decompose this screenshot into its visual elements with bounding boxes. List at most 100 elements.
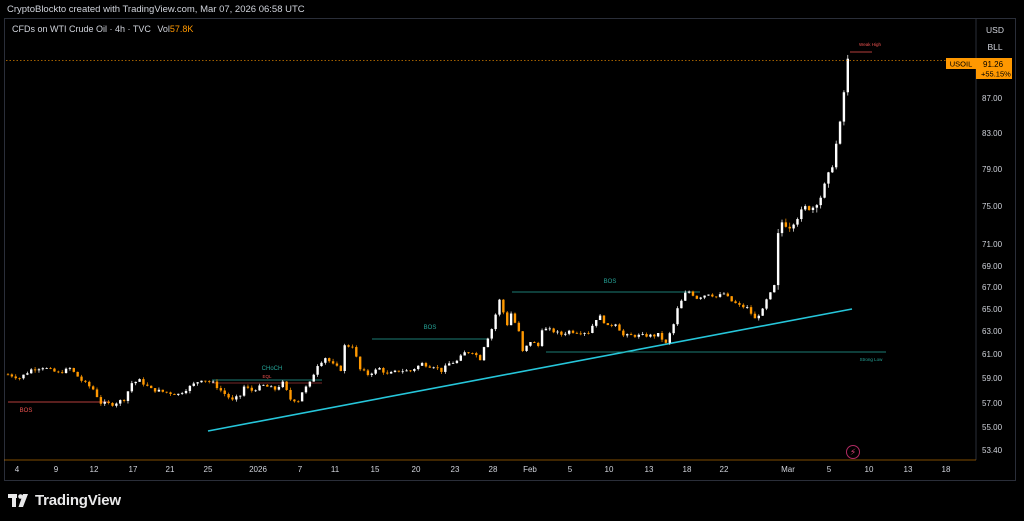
candle-up	[668, 333, 671, 343]
candle-up	[614, 324, 617, 326]
candle-up	[703, 295, 706, 298]
price-chart[interactable]: BOS CHoCH EQL BOS BOS Strong Low Weak High 87.0…	[0, 0, 1024, 481]
candle-up	[838, 121, 842, 144]
candle-down	[57, 371, 60, 373]
candle-up	[459, 355, 462, 361]
candle-up	[269, 386, 273, 388]
candle-up	[281, 381, 284, 388]
candle-down	[660, 333, 664, 340]
unit-button[interactable]: BLL	[978, 38, 1012, 56]
candle-up	[676, 308, 679, 325]
y-tick-label: 57.00	[982, 399, 1003, 408]
candle-down	[475, 353, 478, 356]
footer	[0, 481, 1024, 521]
x-tick-label: 23	[451, 465, 460, 474]
candle-down	[742, 304, 745, 308]
chart-frame[interactable]	[4, 18, 1016, 481]
candle-down	[552, 328, 555, 333]
chart-credit: CryptoBlockto created with TradingView.c…	[7, 4, 305, 15]
candle-up	[811, 207, 815, 210]
candle-up	[540, 330, 544, 346]
candle-down	[169, 392, 172, 394]
candle-up	[815, 205, 819, 208]
top-bar: CryptoBlockto created with TradingView.c…	[0, 0, 1024, 18]
candle-down	[227, 393, 230, 398]
candle-down	[273, 386, 277, 390]
candle-up	[262, 384, 265, 386]
lightning-alert-icon[interactable]: ⚡	[846, 445, 860, 459]
currency-button[interactable]: USD	[978, 21, 1012, 39]
candle-down	[618, 324, 621, 331]
candle-up	[834, 143, 838, 168]
candle-down	[231, 397, 234, 400]
candle-up	[258, 385, 261, 391]
candle-down	[95, 389, 99, 398]
x-tick-label: 18	[942, 465, 951, 474]
candle-up	[447, 363, 451, 366]
candle-up	[684, 292, 687, 301]
candle-up	[556, 331, 559, 333]
candle-down	[533, 342, 536, 343]
candle-up	[308, 381, 312, 387]
candle-down	[691, 291, 695, 296]
candle-down	[362, 369, 366, 371]
candle-up	[68, 368, 72, 369]
candle-down	[521, 331, 524, 351]
candle-down	[784, 222, 788, 227]
candle-down	[328, 358, 331, 362]
candle-up	[525, 345, 528, 351]
candle-down	[602, 315, 606, 324]
y-tick-label: 67.00	[982, 283, 1003, 292]
y-tick-label: 55.00	[982, 423, 1003, 432]
candle-up	[235, 396, 238, 400]
weak-high-label: Weak High	[859, 42, 881, 47]
candle-down	[575, 332, 579, 334]
candle-up	[649, 334, 652, 337]
candle-up	[792, 224, 795, 229]
candle-down	[10, 374, 14, 377]
candle-down	[513, 313, 517, 323]
ascending-trendline	[207, 308, 853, 432]
candle-up	[45, 368, 48, 369]
candle-down	[285, 381, 288, 390]
candle-down	[397, 370, 401, 372]
candle-up	[482, 347, 486, 361]
candle-down	[33, 369, 37, 371]
candle-down	[53, 368, 56, 372]
candle-up	[769, 292, 772, 300]
candle-down	[711, 294, 714, 297]
symbol-info: CFDs on WTI Crude Oil · 4h · TVC Vol57.8…	[12, 24, 193, 34]
candle-up	[192, 383, 195, 386]
candle-up	[417, 365, 420, 370]
bos-label-1: BOS	[424, 325, 437, 331]
x-tick-label: 20	[412, 465, 421, 474]
y-tick-label: 79.00	[982, 165, 1003, 174]
candle-up	[177, 393, 180, 395]
candle-down	[72, 368, 75, 372]
candle-down	[734, 301, 737, 304]
candle-down	[633, 335, 637, 337]
candle-down	[606, 323, 610, 326]
tradingview-logo[interactable]: TradingView	[8, 492, 121, 509]
candle-down	[146, 384, 149, 386]
candle-up	[707, 294, 710, 296]
candle-down	[293, 399, 296, 402]
candle-down	[560, 331, 563, 335]
candle-up	[800, 209, 803, 220]
candle-up	[312, 374, 315, 382]
y-tick-label: 71.00	[982, 240, 1003, 249]
last-price-value: 91.26	[983, 60, 1004, 69]
candle-up	[846, 58, 849, 93]
candle-up	[370, 373, 373, 375]
candle-down	[653, 334, 656, 337]
x-tick-label: 13	[904, 465, 913, 474]
candle-down	[471, 353, 474, 354]
candle-up	[126, 391, 130, 401]
candle-down	[107, 401, 110, 403]
candle-up	[819, 197, 822, 206]
candle-up	[718, 294, 722, 297]
candle-down	[730, 296, 733, 302]
eql-label: EQL	[262, 374, 272, 379]
x-tick-label: 21	[166, 465, 175, 474]
candle-down	[428, 366, 432, 368]
